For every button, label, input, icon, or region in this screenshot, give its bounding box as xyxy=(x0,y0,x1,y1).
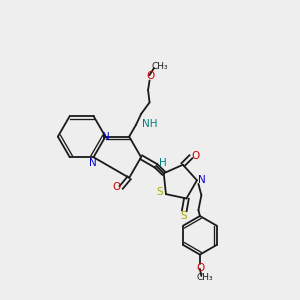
Text: O: O xyxy=(112,182,121,192)
Text: S: S xyxy=(180,211,187,221)
Text: O: O xyxy=(196,263,205,273)
Text: S: S xyxy=(157,187,163,197)
Text: NH: NH xyxy=(142,119,158,129)
Text: CH₃: CH₃ xyxy=(151,62,168,71)
Text: H: H xyxy=(159,158,167,169)
Text: O: O xyxy=(146,71,154,81)
Text: N: N xyxy=(102,132,110,142)
Text: N: N xyxy=(198,175,206,185)
Text: N: N xyxy=(89,158,97,168)
Text: O: O xyxy=(191,151,199,160)
Text: CH₃: CH₃ xyxy=(196,273,213,282)
